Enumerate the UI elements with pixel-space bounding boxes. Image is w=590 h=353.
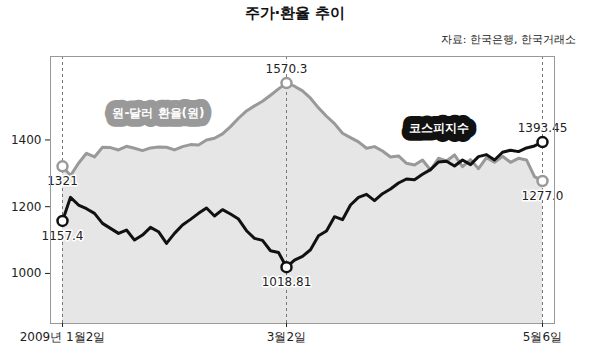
svg-text:원-달러 환율(원): 원-달러 환율(원) bbox=[112, 106, 204, 120]
svg-text:3월2일: 3월2일 bbox=[267, 330, 306, 344]
svg-text:1277.0: 1277.0 bbox=[522, 189, 564, 203]
svg-text:1018.81: 1018.81 bbox=[262, 275, 312, 289]
html-text:주가·환율 추이: 주가·환율 추이 bbox=[244, 4, 346, 22]
svg-text:코스피지수: 코스피지수 bbox=[409, 121, 469, 135]
svg-text:1000: 1000 bbox=[11, 266, 42, 280]
svg-text:2009년 1월2일: 2009년 1월2일 bbox=[20, 330, 106, 344]
svg-text:1393.45: 1393.45 bbox=[518, 121, 568, 135]
svg-text:1157.4: 1157.4 bbox=[42, 229, 84, 243]
html-text:자료: 한국은행, 한국거래소: 자료: 한국은행, 한국거래소 bbox=[440, 33, 576, 46]
svg-text:1570.3: 1570.3 bbox=[266, 62, 308, 76]
svg-text:5월6일: 5월6일 bbox=[523, 330, 562, 344]
svg-text:1200: 1200 bbox=[11, 200, 42, 214]
svg-text:1321: 1321 bbox=[47, 174, 78, 188]
svg-text:1400: 1400 bbox=[11, 133, 42, 147]
